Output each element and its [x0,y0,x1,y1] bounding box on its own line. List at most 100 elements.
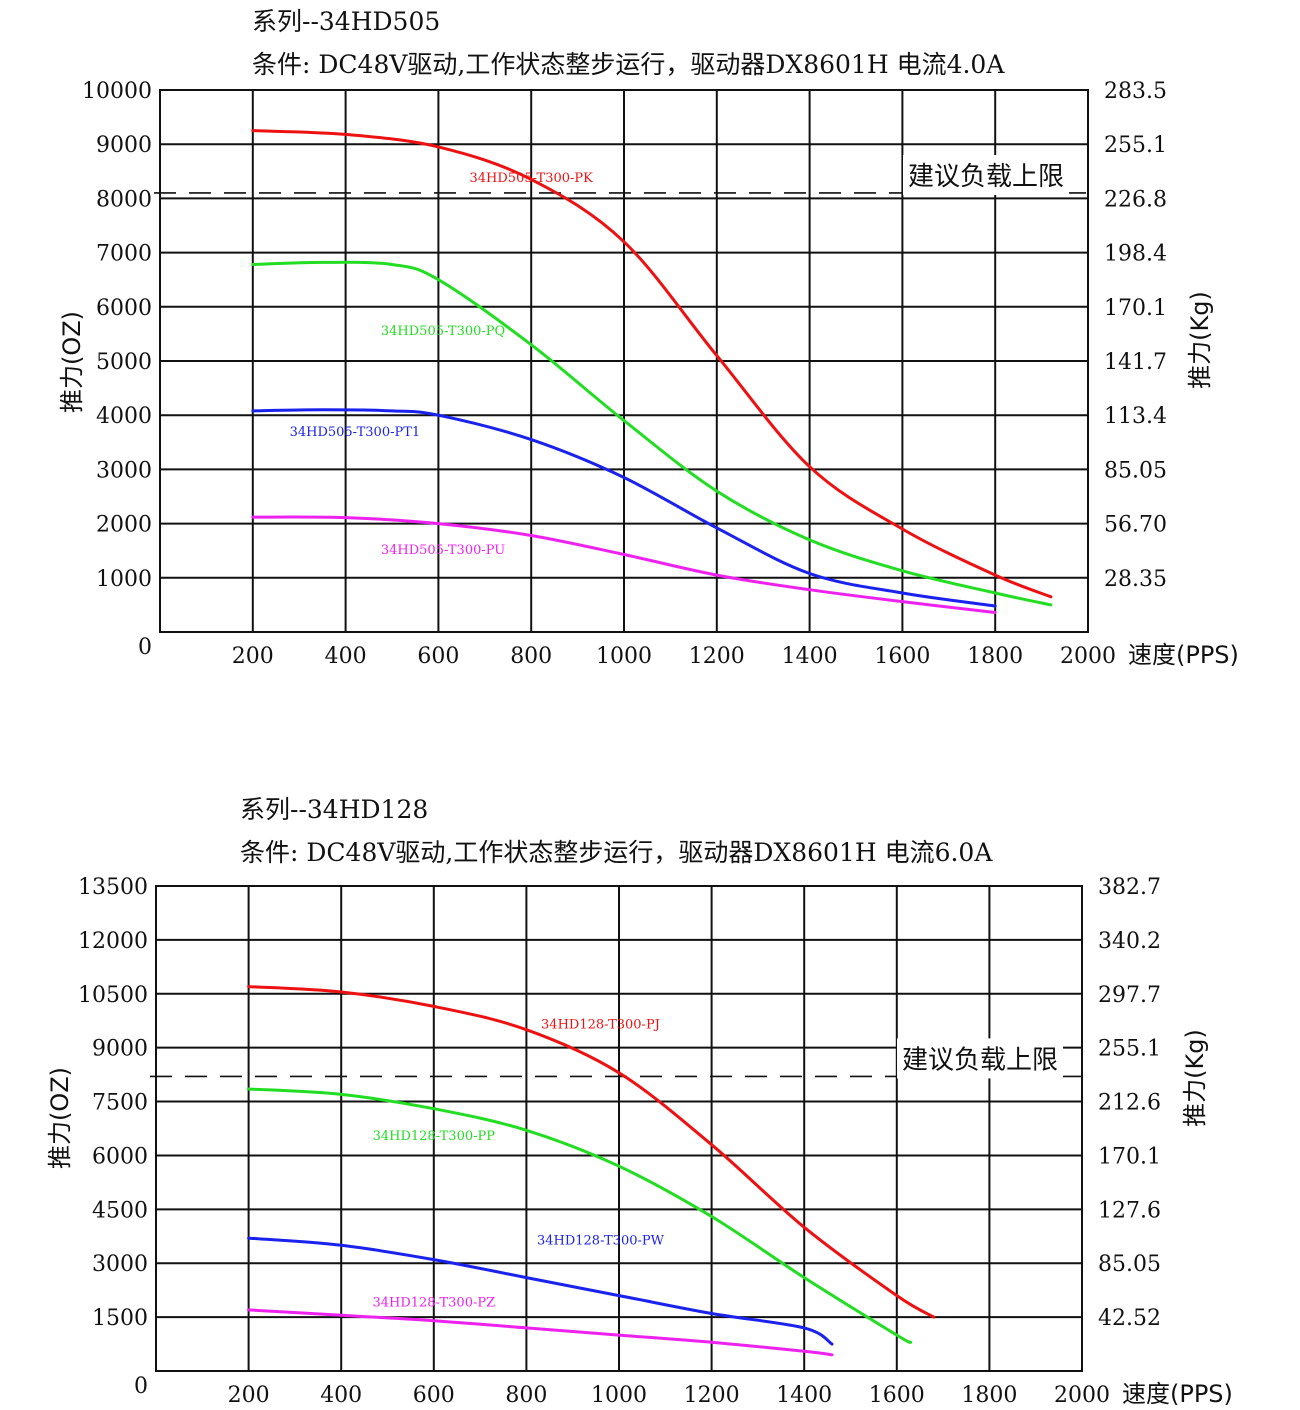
chart2-series-label: 34HD128-T300-PJ [541,1017,660,1032]
chart1-y-tick-label: 2000 [96,513,152,538]
chart2-x-axis-label: 速度(PPS) [1122,1380,1233,1408]
chart1-y-tick-label: 6000 [96,296,152,321]
chart1-x-tick-label: 400 [325,644,367,669]
chart2-series-label: 34HD128-T300-PP [373,1129,496,1144]
chart2-y-tick-label: 3000 [92,1252,148,1277]
chart2-series-line-34HD128-T300-PZ [247,1308,834,1357]
chart1-x-tick-label: 800 [510,644,552,669]
chart1-x-tick-label: 1000 [596,644,652,669]
chart2-x-tick-label: 1400 [776,1383,832,1408]
chart1-y2-tick-label: 56.70 [1104,513,1167,538]
chart2-y-tick-label: 0 [134,1374,148,1399]
chart2-y2-tick-label: 127.6 [1098,1198,1161,1223]
chart2-series-label: 34HD128-T300-PZ [372,1296,495,1311]
chart2-y2-tick-label: 85.05 [1098,1252,1161,1277]
chart1-y-tick-label: 7000 [96,242,152,267]
chart1-conditions: 条件: DC48V驱动,工作状态整步运行，驱动器DX8601H 电流4.0A [252,50,1005,79]
chart1-series-label: 34HD505-T300-PK [470,171,594,186]
chart1-y-tick-label: 8000 [96,187,152,212]
chart2-limit-label-bg [897,1038,1063,1079]
chart2-limit-label: 建议负载上限 [902,1045,1058,1075]
chart2-grid [155,885,1083,1372]
chart2-limit: 建议负载上限 [150,1038,1082,1079]
chart2-y-tick-label: 7500 [92,1091,148,1116]
chart2-x-tick-label: 1200 [684,1383,740,1408]
chart2-y-tick-label: 9000 [92,1037,148,1062]
chart1-grid [159,89,1089,633]
chart2-series-group: 34HD128-T300-PJ 34HD128-T300-PP 34HD128-T3… [247,985,936,1357]
chart1-limit-label-bg [903,154,1069,195]
chart1-series-label: 34HD505-T300-PU [381,543,505,558]
chart1-x-tick-label: 1400 [782,644,838,669]
chart1-x-tick-label: 1600 [874,644,930,669]
chart1-y-tick-label: 10000 [82,79,152,104]
chart2-y2-tick-label: 340.2 [1098,929,1161,954]
chart1-y-tick-label: 5000 [96,350,152,375]
chart1-series-line-34HD505-T300-PU [251,515,997,614]
chart1-y-tick-label: 4000 [96,404,152,429]
chart2-x-tick-label: 1800 [961,1383,1017,1408]
chart2-conditions: 条件: DC48V驱动,工作状态整步运行，驱动器DX8601H 电流6.0A [240,838,993,867]
chart1-ticks: 200 400 600 800 1000 1200 1400 1600 1800 2000 0 100… [82,79,1167,669]
chart2-series-line-34HD128-T300-PP [247,1087,913,1344]
chart2-series-line-34HD128-T300-PJ [247,985,936,1319]
chart2-y-tick-label: 4500 [92,1198,148,1223]
chart1-series-group: 34HD505-T300-PK 34HD505-T300-PQ 34HD505-T3… [251,129,1053,614]
chart1-y2-tick-label: 141.7 [1104,350,1167,375]
chart1-y2-tick-label: 255.1 [1104,133,1167,158]
chart1-limit-label: 建议负载上限 [908,162,1064,192]
chart1-svg: 建议负载上限 34HD505-T300-PK34HD505-T300-PQ34H… [58,79,1239,669]
chart2-y-tick-label: 12000 [78,929,148,954]
chart2-y-axis-label: 推力(OZ) [46,1067,74,1169]
chart2-svg: 建议负载上限 34HD128-T300-PJ34HD128-T300-PP34H… [46,875,1233,1408]
chart1-y2-tick-label: 113.4 [1104,404,1167,429]
chart1-y2-tick-label: 283.5 [1104,79,1167,104]
chart2-x-tick-label: 800 [505,1383,547,1408]
chart1-y-axis-label: 推力(OZ) [58,311,86,413]
chart1-x-tick-label: 2000 [1060,644,1116,669]
chart2-series-label: 34HD128-T300-PW [537,1234,665,1249]
chart2-y2-tick-label: 297.7 [1098,983,1161,1008]
chart2-x-tick-label: 600 [413,1383,455,1408]
chart2-y-tick-label: 6000 [92,1144,148,1169]
chart1-limit: 建议负载上限 [154,154,1088,195]
chart1-series-line-34HD505-T300-PQ [251,260,1053,607]
chart2-ticks: 200 400 600 800 1000 1200 1400 1600 1800 2000 0 150… [78,875,1161,1408]
chart1-x-tick-label: 200 [232,644,274,669]
chart2-y2-tick-label: 255.1 [1098,1037,1161,1062]
chart1-series-line-34HD505-T300-PT1 [251,408,997,608]
chart1-y-tick-label: 1000 [96,567,152,592]
chart2-y-tick-label: 13500 [78,875,148,900]
chart2-x-tick-label: 400 [320,1383,362,1408]
chart2-y2-axis-label: 推力(Kg) [1181,1029,1209,1127]
chart2-y-tick-label: 10500 [78,983,148,1008]
chart1-y2-axis-label: 推力(Kg) [1186,291,1214,389]
chart2-x-tick-label: 1600 [869,1383,925,1408]
chart2-series-line-34HD128-T300-PW [247,1236,834,1346]
chart1-y-tick-label: 0 [138,635,152,660]
chart2-y2-tick-label: 382.7 [1098,875,1161,900]
chart1-y2-tick-label: 85.05 [1104,458,1167,483]
chart1-x-tick-label: 1200 [689,644,745,669]
chart1-series-label: 34HD505-T300-PT1 [290,425,421,440]
chart2-y-tick-label: 1500 [92,1306,148,1331]
chart1-series-line-34HD505-T300-PK [251,129,1053,599]
chart2-x-tick-label: 200 [228,1383,270,1408]
chart2-x-tick-label: 1000 [591,1383,647,1408]
chart2-y2-tick-label: 212.6 [1098,1091,1161,1116]
chart2-y2-tick-label: 42.52 [1098,1306,1161,1331]
chart2-y2-tick-label: 170.1 [1098,1144,1161,1169]
chart1-y2-tick-label: 198.4 [1104,242,1167,267]
chart1-series-title: 系列--34HD505 [252,7,441,36]
chart1-y-tick-label: 3000 [96,458,152,483]
chart2-series-title: 系列--34HD128 [240,795,429,824]
chart1-y2-tick-label: 28.35 [1104,567,1167,592]
chart1-x-tick-label: 1800 [967,644,1023,669]
chart1-x-axis-label: 速度(PPS) [1128,641,1239,669]
chart1-series-label: 34HD505-T300-PQ [381,324,505,339]
chart1-y2-tick-label: 170.1 [1104,296,1167,321]
chart1-y-tick-label: 9000 [96,133,152,158]
chart2-x-tick-label: 2000 [1054,1383,1110,1408]
chart1-y2-tick-label: 226.8 [1104,187,1167,212]
chart1-x-tick-label: 600 [417,644,459,669]
